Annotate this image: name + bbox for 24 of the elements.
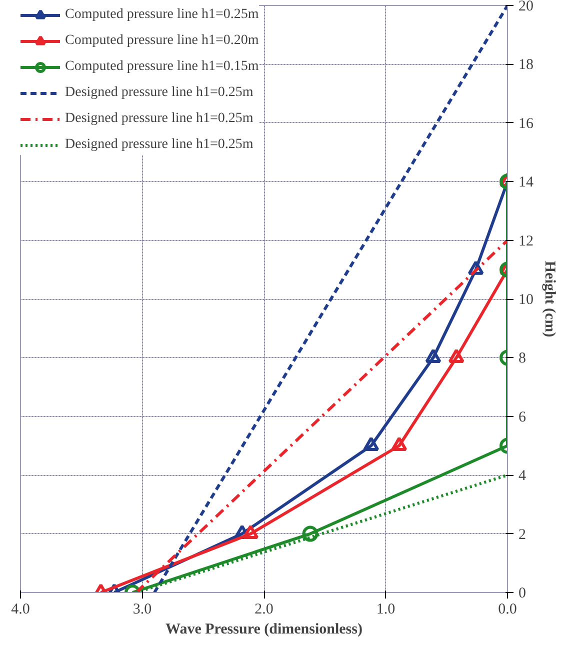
x-tick-label: 4.0: [11, 602, 30, 618]
x-tick-label: 2.0: [254, 602, 274, 618]
y-tick-label: 10: [518, 292, 534, 308]
y-tick-label: 0: [518, 586, 526, 602]
x-tick-label: 1.0: [376, 602, 396, 618]
legend-label: Computed pressure line h1=0.25m: [65, 7, 259, 23]
y-tick-label: 20: [518, 0, 534, 14]
legend-label: Computed pressure line h1=0.15m: [65, 59, 259, 75]
y-axis-title: Height (cm): [542, 260, 558, 338]
x-tick-label: 3.0: [132, 602, 152, 618]
y-tick-label: 18: [518, 57, 534, 74]
legend-label: Computed pressure line h1=0.20m: [65, 33, 259, 49]
legend-label: Designed pressure line h1=0.25m: [65, 137, 254, 153]
x-tick-label: 0.0: [498, 602, 517, 618]
y-tick-label: 2: [518, 526, 526, 543]
x-axis-title: Wave Pressure (dimensionless): [166, 622, 362, 638]
y-tick-label: 4: [518, 468, 526, 484]
y-tick-label: 12: [518, 233, 534, 250]
legend-label: Designed pressure line h1=0.25m: [65, 111, 254, 127]
y-tick-label: 16: [518, 116, 534, 132]
legend-label: Designed pressure line h1=0.25m: [65, 85, 254, 101]
y-tick-label: 14: [518, 174, 534, 191]
y-tick-label: 8: [518, 350, 526, 367]
y-tick-label: 6: [518, 409, 526, 426]
